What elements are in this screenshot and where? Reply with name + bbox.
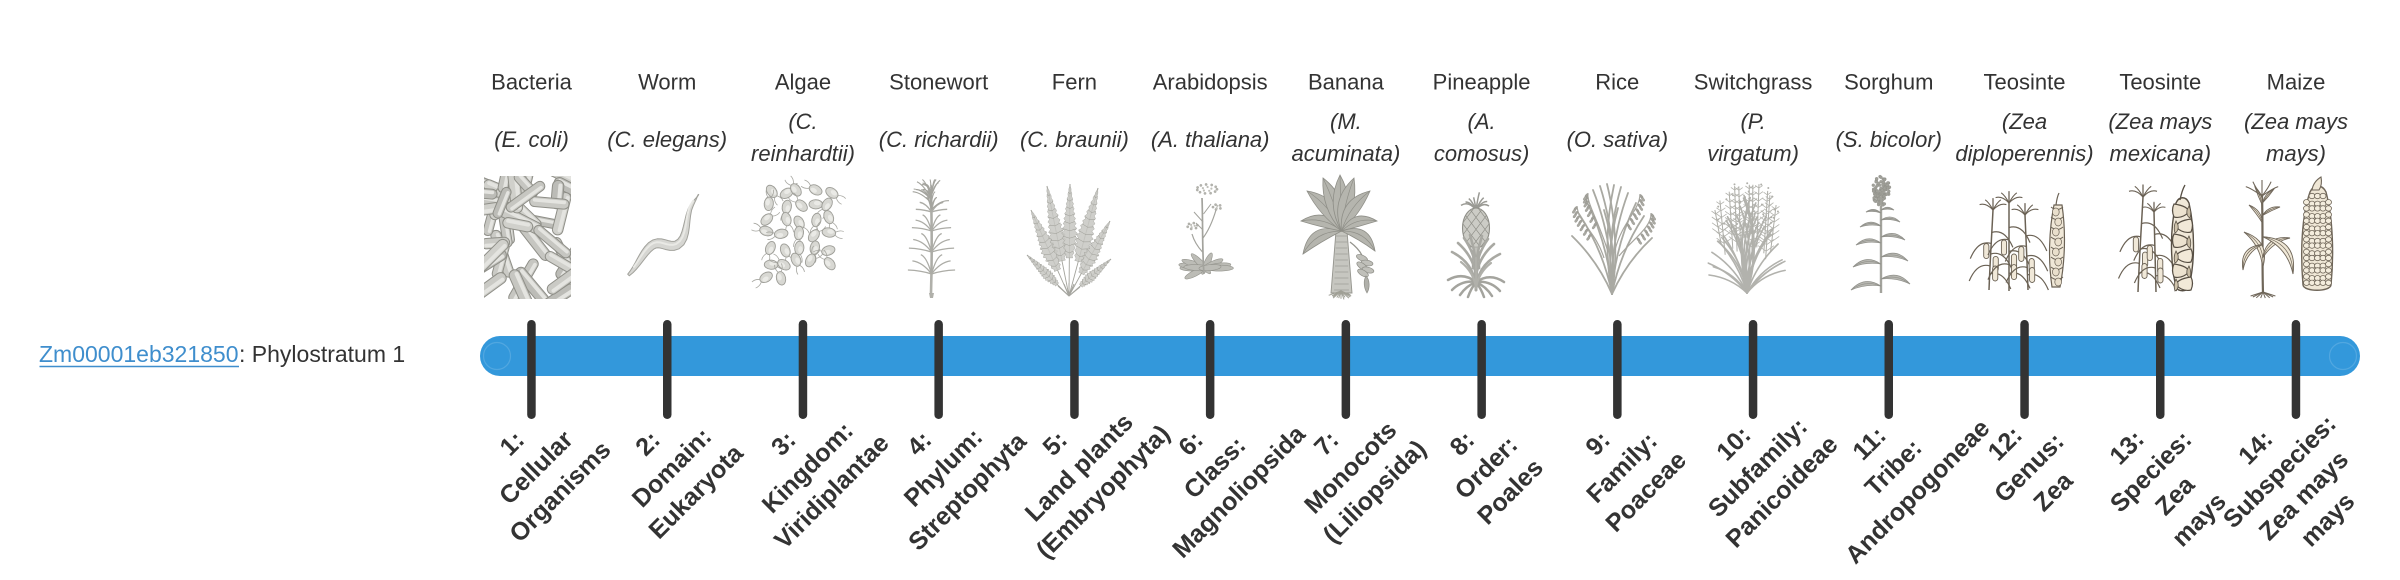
- svg-text:virgatum): virgatum): [1707, 141, 1799, 166]
- svg-text:(A. thaliana): (A. thaliana): [1151, 127, 1270, 152]
- svg-text:(O. sativa): (O. sativa): [1567, 127, 1668, 152]
- svg-text:(M.: (M.: [1330, 109, 1362, 134]
- svg-text:diploperennis): diploperennis): [1955, 141, 2093, 166]
- svg-text:Stonewort: Stonewort: [889, 70, 988, 95]
- svg-text:Teosinte: Teosinte: [1984, 70, 2066, 95]
- svg-text:Worm: Worm: [638, 70, 696, 95]
- svg-text:(C. braunii): (C. braunii): [1020, 127, 1129, 152]
- svg-text:(C.: (C.: [788, 109, 817, 134]
- svg-text:(C. richardii): (C. richardii): [879, 127, 999, 152]
- svg-text:Arabidopsis: Arabidopsis: [1153, 70, 1268, 95]
- svg-text:Sorghum: Sorghum: [1844, 70, 1933, 95]
- svg-text:acuminata): acuminata): [1291, 141, 1400, 166]
- svg-text:Banana: Banana: [1308, 70, 1385, 95]
- svg-text:mexicana): mexicana): [2110, 141, 2211, 166]
- svg-text:Maize: Maize: [2267, 70, 2326, 95]
- svg-text:Teosinte: Teosinte: [2119, 70, 2201, 95]
- svg-text:comosus): comosus): [1434, 141, 1529, 166]
- svg-text:Bacteria: Bacteria: [491, 70, 572, 95]
- svg-text:(P.: (P.: [1740, 109, 1765, 134]
- svg-text:Rice: Rice: [1595, 70, 1639, 95]
- svg-text:Algae: Algae: [775, 70, 831, 95]
- svg-text:reinhardtii): reinhardtii): [751, 141, 855, 166]
- svg-text:Pineapple: Pineapple: [1433, 70, 1531, 95]
- svg-text:Zm00001eb321850: Zm00001eb321850: [39, 341, 239, 367]
- svg-text:mays): mays): [2266, 141, 2326, 166]
- svg-text:(Zea: (Zea: [2002, 109, 2047, 134]
- svg-text:(S. bicolor): (S. bicolor): [1836, 127, 1942, 152]
- svg-text:: Phylostratum 1: : Phylostratum 1: [239, 341, 405, 367]
- svg-text:Fern: Fern: [1052, 70, 1097, 95]
- svg-text:Switchgrass: Switchgrass: [1694, 70, 1813, 95]
- svg-text:(Zea mays: (Zea mays: [2108, 109, 2212, 134]
- svg-text:(C. elegans): (C. elegans): [607, 127, 727, 152]
- svg-text:(A.: (A.: [1468, 109, 1496, 134]
- svg-text:(E. coli): (E. coli): [494, 127, 569, 152]
- svg-text:(Zea mays: (Zea mays: [2244, 109, 2348, 134]
